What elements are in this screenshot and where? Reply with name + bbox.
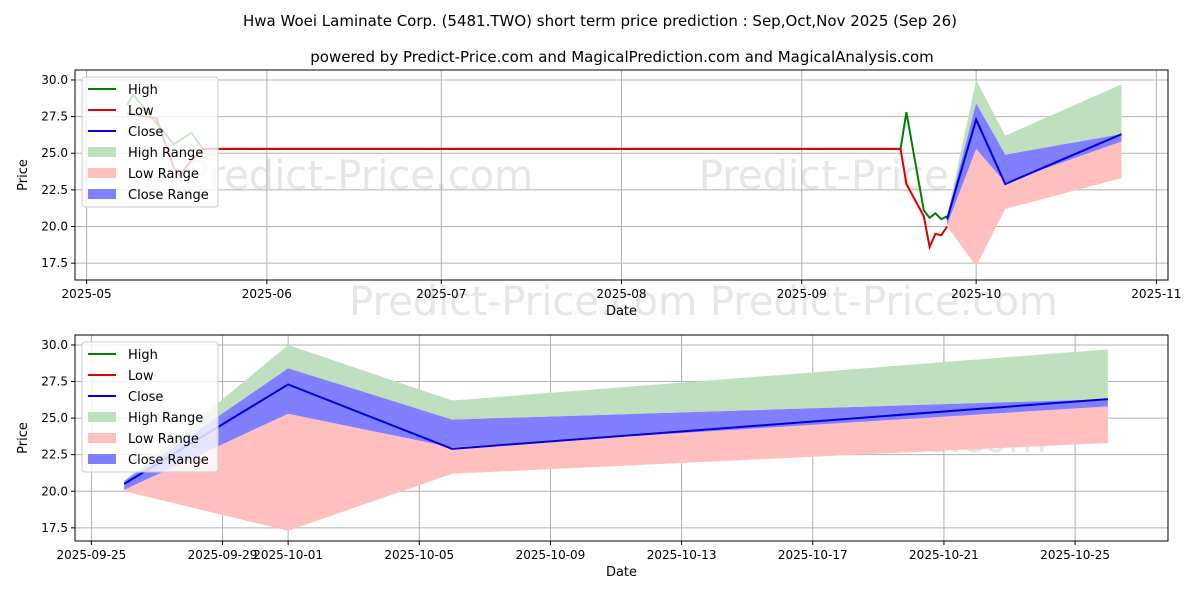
plot-area (126, 79, 1122, 267)
y-tick-label: 27.5 (41, 375, 68, 389)
x-tick-label: 2025-10-09 (516, 548, 586, 562)
y-tick-label: 25.0 (41, 146, 68, 160)
axes-frame (74, 334, 1169, 542)
legend-swatch-low-range (88, 168, 116, 178)
x-tick-label: 2025-05 (62, 287, 112, 301)
x-tick-label: 2025-09 (777, 287, 827, 301)
y-tick-label: 20.0 (41, 220, 68, 234)
legend-label: Low (128, 369, 154, 384)
legend: High Low Close High Range Low Range Close Ran… (81, 341, 219, 473)
legend-label: Low (128, 104, 154, 119)
legend-label: Close Range (128, 453, 209, 468)
y-tick-label: 17.5 (41, 521, 68, 535)
low-range-band (124, 406, 1108, 531)
legend-label: Close (128, 125, 163, 140)
x-tick-label: 2025-10-25 (1040, 548, 1110, 562)
x-tick-label: 2025-10-17 (778, 548, 848, 562)
close-range-band (947, 103, 1122, 226)
y-tick-label: 30.0 (41, 338, 68, 352)
low-range-band (947, 141, 1122, 267)
legend-label: Close Range (128, 188, 209, 203)
plot-area (123, 344, 1108, 531)
legend-label: High (128, 83, 158, 98)
x-tick-label: 2025-09-29 (188, 548, 258, 562)
legend-label: Low Range (128, 432, 199, 447)
legend-swatch-high-range (88, 412, 116, 422)
high-range-band (947, 79, 1122, 220)
chart-panel-2: Predict-Price.comPredict-Price.com2025-0… (16, 334, 1169, 580)
y-tick-label: 17.5 (41, 256, 68, 270)
legend-swatch-close-range (88, 189, 116, 199)
x-tick-label: 2025-10 (951, 287, 1001, 301)
close-line (946, 116, 1122, 220)
watermark: Predict-Price.com (185, 153, 533, 199)
x-tick-label: 2025-11 (1131, 287, 1181, 301)
high-range-band (124, 344, 1108, 484)
x-tick-label: 2025-10-13 (647, 548, 717, 562)
y-axis-label: Price (16, 422, 31, 454)
legend-label: Low Range (128, 167, 199, 182)
y-axis-label: Price (16, 159, 31, 191)
x-tick-label: 2025-08 (596, 287, 646, 301)
x-tick-label: 2025-06 (242, 287, 292, 301)
y-tick-label: 20.0 (41, 484, 68, 498)
y-tick-label: 25.0 (41, 411, 68, 425)
x-tick-label: 2025-09-25 (57, 548, 127, 562)
legend-swatch-high-range (88, 147, 116, 157)
x-tick-label: 2025-10-05 (384, 548, 454, 562)
y-tick-label: 27.5 (41, 110, 68, 124)
legend-swatch-close-range (88, 454, 116, 464)
watermark: Predict-Price.com (710, 279, 1058, 325)
axes-frame (74, 69, 1169, 281)
chart-title: Hwa Woei Laminate Corp. (5481.TWO) short… (243, 12, 957, 30)
close-range-band (124, 368, 1108, 490)
chart-panel-1: Predict-Price.com Predict-Price.com Predic… (16, 69, 1181, 325)
x-axis-label: Date (606, 304, 637, 319)
legend-swatch-low-range (88, 433, 116, 443)
x-axis-label: Date (606, 565, 637, 580)
legend: High Low Close High Range Low Range Close Ran… (81, 76, 219, 208)
legend-label: Close (128, 390, 163, 405)
watermark: Predict-Price.com (349, 279, 697, 325)
x-tick-label: 2025-10-01 (253, 548, 323, 562)
legend-label: High (128, 348, 158, 363)
y-tick-label: 22.5 (41, 448, 68, 462)
y-tick-label: 22.5 (41, 183, 68, 197)
chart-subtitle: powered by Predict-Price.com and Magical… (310, 48, 934, 66)
y-tick-label: 30.0 (41, 73, 68, 87)
x-tick-label: 2025-07 (416, 287, 466, 301)
x-tick-label: 2025-10-21 (909, 548, 979, 562)
legend-label: High Range (128, 411, 203, 426)
legend-label: High Range (128, 146, 203, 161)
